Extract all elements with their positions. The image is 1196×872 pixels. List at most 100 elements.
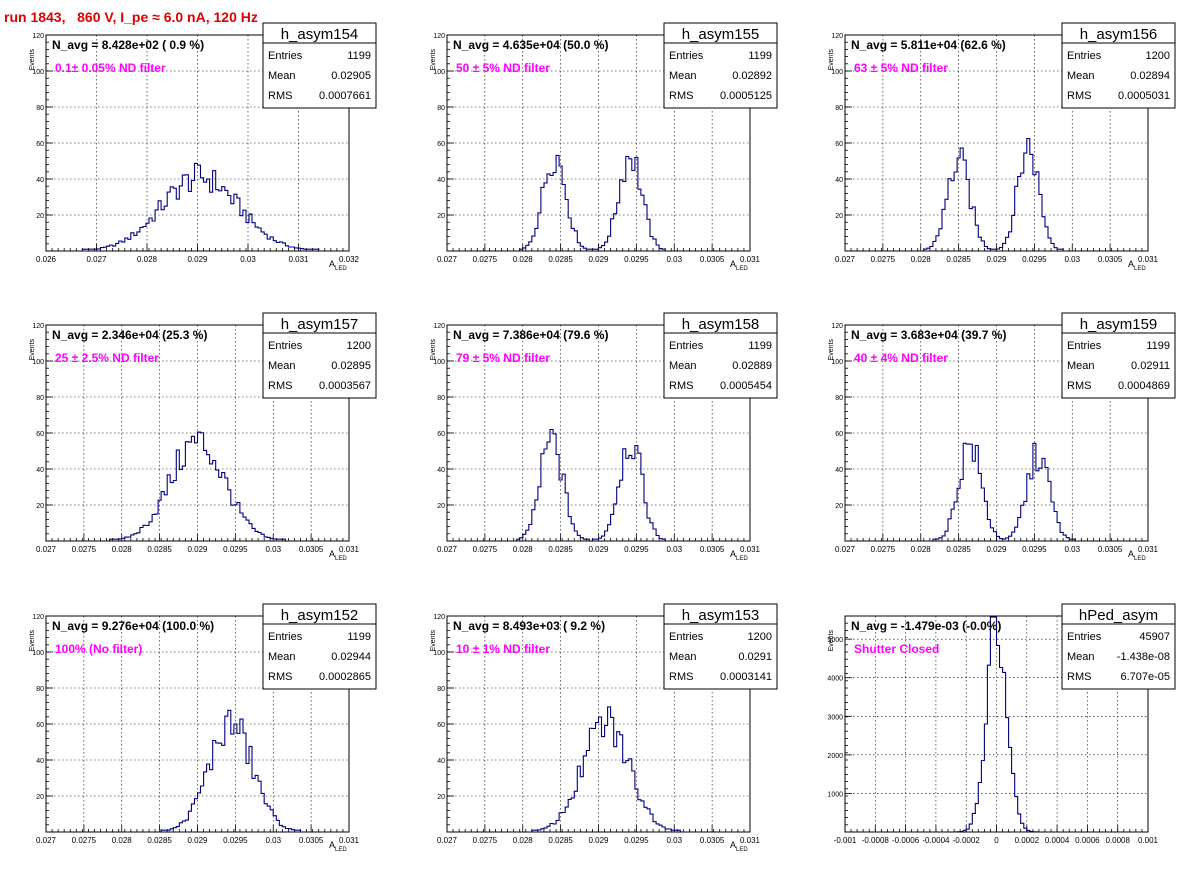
n-avg-label: N_avg = 8.428e+02 ( 0.9 %) (52, 38, 204, 52)
filter-label: 40 ± 4% ND filter (854, 351, 948, 365)
y-tick-label: 60 (835, 431, 843, 438)
y-tick-label: 5000 (827, 637, 843, 644)
stat-rms-value: 0.0005031 (1118, 90, 1170, 102)
stats-box-frame (262, 312, 377, 399)
filter-label: 50 ± 5% ND filter (456, 61, 550, 75)
stat-rms-value: 0.0003567 (319, 380, 371, 392)
y-tick-label: 80 (36, 105, 44, 112)
stat-mean-label: Mean (669, 70, 697, 82)
x-tick-label: 0.031 (288, 255, 309, 264)
stat-rms-label: RMS (669, 671, 693, 683)
x-tick-label: -0.0004 (922, 836, 950, 845)
stat-mean-value: 0.02889 (732, 360, 772, 372)
x-tick-label: 0.029 (187, 836, 208, 845)
stats-box: h_asym152 Entries 1199 Mean 0.02944 RMS 0.0002… (262, 603, 377, 690)
y-tick-label: 20 (36, 503, 44, 510)
x-tick-label: 0.027 (86, 255, 107, 264)
y-axis-label: Events (29, 339, 36, 361)
x-tick-label: 0.0295 (223, 545, 248, 554)
x-tick-label: 0.026 (36, 255, 57, 264)
stat-entries-value: 1199 (347, 631, 371, 643)
y-tick-label: 80 (36, 686, 44, 693)
y-tick-label: 1000 (827, 791, 843, 798)
x-tick-label: 0.03 (265, 545, 281, 554)
filter-label: 0.1± 0.05% ND filter (55, 61, 166, 75)
stat-rms-label: RMS (669, 90, 693, 102)
y-tick-label: 100 (831, 359, 843, 366)
histogram-name: h_asym154 (281, 26, 359, 43)
x-tick-label: 0.0285 (946, 545, 971, 554)
y-axis-label: Events (29, 49, 36, 71)
stat-entries-label: Entries (1067, 631, 1102, 643)
x-tick-label: 0.03 (1064, 255, 1080, 264)
stat-entries-value: 1200 (347, 340, 371, 352)
y-tick-label: 60 (835, 141, 843, 148)
stat-entries-label: Entries (268, 50, 303, 62)
y-axis-label: Events (430, 630, 437, 652)
x-tick-label: 0.0006 (1075, 836, 1100, 845)
stat-rms-label: RMS (1067, 671, 1091, 683)
stats-box-frame (262, 603, 377, 690)
histogram-name: h_asym155 (682, 26, 760, 43)
x-tick-label: 0.029 (588, 836, 609, 845)
stat-entries-label: Entries (1067, 50, 1102, 62)
y-tick-label: 120 (433, 323, 445, 330)
y-tick-label: 40 (36, 177, 44, 184)
n-avg-label: N_avg = 3.683e+04 (39.7 %) (851, 328, 1006, 342)
histogram-panel-h_asym159: 0.027 0.0275 0.028 0.0285 0.029 0.0295 0.03 0.0… (828, 312, 1176, 562)
y-tick-label: 60 (437, 431, 445, 438)
x-tick-label: 0.0275 (871, 255, 896, 264)
y-tick-label: 40 (835, 467, 843, 474)
stat-entries-value: 1199 (748, 340, 772, 352)
stat-entries-label: Entries (268, 631, 303, 643)
stat-rms-value: 0.0005125 (720, 90, 772, 102)
stats-box-frame (262, 22, 377, 109)
y-tick-label: 100 (433, 69, 445, 76)
x-tick-label: 0.029 (986, 545, 1007, 554)
x-tick-label: 0.031 (339, 836, 360, 845)
y-axis-label: Events (828, 49, 835, 71)
stat-mean-value: 0.02944 (331, 651, 371, 663)
y-tick-label: 60 (36, 722, 44, 729)
stats-box-frame (1061, 22, 1176, 109)
x-tick-label: 0.0305 (700, 836, 725, 845)
y-tick-label: 120 (831, 323, 843, 330)
stat-entries-label: Entries (669, 631, 704, 643)
x-tick-label: 0.029 (588, 255, 609, 264)
plot-frame (844, 34, 1149, 252)
plot-frame (844, 324, 1149, 542)
y-tick-label: 20 (36, 213, 44, 220)
stat-rms-label: RMS (268, 380, 292, 392)
x-tick-label: 0.031 (740, 545, 761, 554)
stats-box-frame (663, 22, 778, 109)
histogram-panel-h_asym152: 0.027 0.0275 0.028 0.0285 0.029 0.0295 0.03 0.0… (29, 603, 377, 853)
x-tick-label: 0.0295 (624, 255, 649, 264)
histogram-name: h_asym157 (281, 316, 359, 333)
x-tick-label: 0.0275 (473, 836, 498, 845)
stats-box-frame (663, 603, 778, 690)
stat-mean-label: Mean (268, 651, 296, 663)
x-tick-label: 0.027 (437, 545, 458, 554)
histogram-line (46, 162, 349, 252)
histogram-panel-h_asym154: 0.026 0.027 0.028 0.029 0.03 0.031 0.032 20 40 60… (29, 22, 377, 272)
y-tick-label: 20 (437, 213, 445, 220)
x-tick-label: 0.028 (513, 836, 534, 845)
x-tick-label: 0.028 (112, 545, 133, 554)
y-tick-label: 40 (437, 177, 445, 184)
x-tick-label: 0.027 (36, 545, 57, 554)
n-avg-label: N_avg = 8.493e+03 ( 9.2 %) (453, 619, 605, 633)
histogram-name: h_asym158 (682, 316, 760, 333)
stats-box: h_asym155 Entries 1199 Mean 0.02892 RMS 0.0005… (663, 22, 778, 109)
y-tick-label: 80 (835, 395, 843, 402)
x-tick-label: 0.0285 (147, 545, 172, 554)
stat-mean-value: 0.0291 (738, 651, 772, 663)
x-tick-label: 0.028 (513, 545, 534, 554)
x-tick-label: -0.0006 (892, 836, 920, 845)
histogram-panel-h_asym156: 0.027 0.0275 0.028 0.0285 0.029 0.0295 0.03 0.0… (828, 22, 1176, 272)
n-avg-label: N_avg = 4.635e+04 (50.0 %) (453, 38, 608, 52)
filter-label: 79 ± 5% ND filter (456, 351, 550, 365)
x-tick-label: 0.029 (187, 545, 208, 554)
stat-mean-value: 0.02911 (1131, 360, 1170, 372)
x-tick-label: 0.031 (740, 836, 761, 845)
